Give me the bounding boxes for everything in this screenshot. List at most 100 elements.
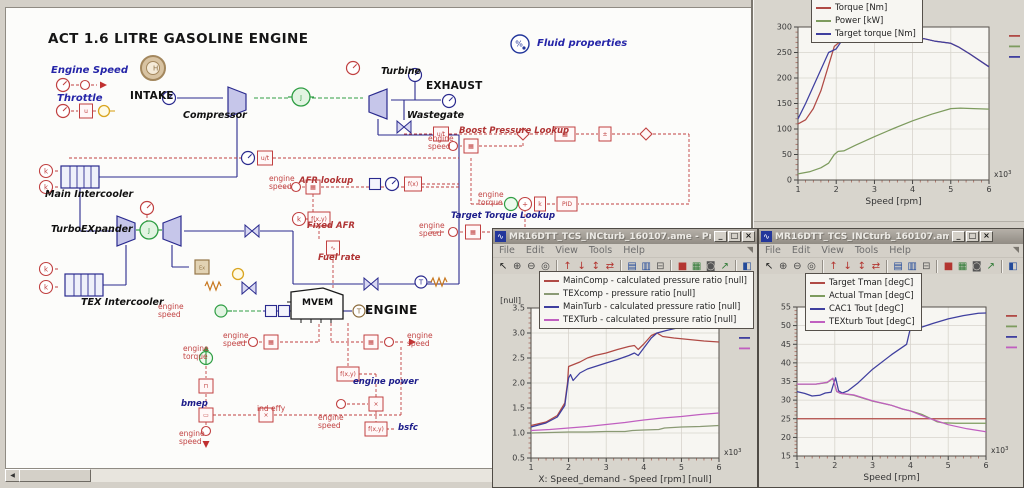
menu-item-view[interactable]: View — [555, 245, 578, 256]
comp-icon[interactable] — [162, 215, 182, 247]
gaugeR-icon[interactable] — [345, 60, 361, 76]
close-button[interactable]: × — [742, 231, 755, 242]
arrowR-icon[interactable] — [100, 81, 107, 89]
boxR-icon[interactable]: ▦ — [465, 224, 481, 240]
tcircle-icon[interactable]: T — [352, 304, 366, 318]
page-setup-icon[interactable]: ▤ — [627, 261, 637, 272]
zoom-fit-icon[interactable]: ◎ — [807, 261, 816, 272]
load-icon[interactable] — [214, 304, 232, 318]
valve-icon[interactable] — [241, 280, 257, 296]
boxR-icon[interactable]: × — [368, 396, 384, 412]
k-icon[interactable]: k — [38, 163, 54, 179]
swap-markers-icon[interactable]: ↕ — [591, 261, 600, 272]
dot-icon[interactable] — [383, 336, 395, 348]
minimize-button[interactable]: _ — [714, 231, 727, 242]
dot-icon[interactable] — [335, 398, 347, 410]
boxR-icon[interactable]: k — [534, 196, 546, 212]
close-button[interactable]: × — [980, 231, 993, 242]
boxB-icon[interactable] — [277, 304, 291, 318]
menu-item-tools[interactable]: Tools — [854, 245, 879, 256]
plot-red-icon[interactable]: ■ — [943, 261, 954, 272]
spring-icon[interactable] — [204, 280, 222, 292]
menu-item-view[interactable]: View — [821, 245, 844, 256]
export-curves-icon[interactable]: ↗ — [986, 261, 995, 272]
gaugeB-icon[interactable] — [240, 150, 256, 166]
dot-icon[interactable] — [200, 425, 212, 437]
gaugeB-icon[interactable] — [161, 90, 177, 106]
fluid-icon[interactable]: % — [510, 34, 530, 54]
boxR-icon[interactable]: u/t — [433, 126, 449, 142]
menu-item-tools[interactable]: Tools — [588, 245, 613, 256]
tcircle-icon[interactable]: T — [414, 275, 428, 289]
valve-icon[interactable] — [363, 276, 379, 292]
boxR-icon[interactable]: f(x,y) — [336, 366, 360, 382]
print-icon[interactable]: ⊟ — [656, 261, 665, 272]
boxB-icon[interactable] — [264, 304, 278, 318]
page-layout-icon[interactable]: ▥ — [907, 261, 917, 272]
motor-icon[interactable]: J — [288, 87, 314, 107]
add-marker-icon[interactable]: ↑ — [829, 261, 838, 272]
valve-icon[interactable] — [244, 223, 260, 239]
dot-icon[interactable] — [290, 181, 302, 193]
plot-red-icon[interactable]: ■ — [677, 261, 688, 272]
swap-markers-icon[interactable]: ↕ — [857, 261, 866, 272]
gtorque-icon[interactable] — [198, 346, 214, 366]
gaugeR-icon[interactable] — [55, 103, 71, 119]
move-marker-icon[interactable]: ⇄ — [605, 261, 615, 272]
zoom-out-icon[interactable]: ⊖ — [527, 261, 536, 272]
plot-manager-icon[interactable]: ▦ — [957, 261, 968, 272]
menu-item-file[interactable]: File — [765, 245, 781, 256]
snapshot-icon[interactable]: ◙ — [971, 261, 982, 272]
menu-item-file[interactable]: File — [499, 245, 515, 256]
ic-icon[interactable] — [64, 273, 104, 297]
zoom-out-icon[interactable]: ⊖ — [793, 261, 802, 272]
torque-power-chart[interactable]: 1 2 3 4 5 6 0 50 100 150 200 250 300 Speed [rpm] x103 — [754, 0, 1024, 221]
dot-icon[interactable] — [447, 226, 459, 238]
spring-icon[interactable] — [430, 276, 448, 288]
motor-icon[interactable]: J — [136, 220, 162, 240]
menu-item-help[interactable]: Help — [623, 245, 645, 256]
zoom-fit-icon[interactable]: ◎ — [541, 261, 550, 272]
gaugeB-icon[interactable] — [384, 176, 400, 192]
title-bar[interactable]: ∿ MR16DTT_TCS_INCturb_160107.ame - Press… — [493, 229, 757, 244]
dot-icon[interactable] — [247, 336, 259, 348]
yellow-icon[interactable] — [231, 267, 245, 281]
boxR-icon[interactable]: ⊓ — [198, 378, 214, 394]
page-setup-icon[interactable]: ▤ — [893, 261, 903, 272]
replay-icon[interactable]: ◧ — [742, 261, 752, 272]
gaugeB-icon[interactable] — [407, 67, 423, 83]
mvem-icon[interactable] — [287, 287, 344, 323]
boxR-icon[interactable]: f(x) — [404, 176, 422, 192]
dot-icon[interactable] — [79, 79, 91, 91]
arrowR-icon[interactable] — [409, 338, 416, 346]
zoom-box-icon[interactable]: ⊕ — [778, 261, 788, 272]
yellow-icon[interactable] — [97, 104, 111, 118]
print-icon[interactable]: ⊟ — [922, 261, 931, 272]
diamond-icon[interactable] — [639, 127, 653, 141]
boxR-icon[interactable]: ▦ — [263, 334, 279, 350]
menu-item-help[interactable]: Help — [889, 245, 911, 256]
gaugeB-icon[interactable] — [441, 93, 457, 109]
diamond-icon[interactable] — [516, 127, 530, 141]
boxR-icon[interactable]: PID — [556, 196, 578, 212]
snapshot-icon[interactable]: ◙ — [705, 261, 716, 272]
export-curves-icon[interactable]: ↗ — [720, 261, 729, 272]
k-icon[interactable]: k — [38, 179, 54, 195]
comp-icon[interactable] — [368, 88, 388, 120]
maximize-button[interactable]: □ — [728, 231, 741, 242]
minimize-button[interactable]: _ — [952, 231, 965, 242]
title-bar[interactable]: ∿ MR16DTT_TCS_INCturb_160107.ame - Temps… — [759, 229, 1023, 244]
comp-icon[interactable] — [116, 215, 136, 247]
select-cursor-icon[interactable]: ↖ — [764, 261, 774, 272]
boxR-icon[interactable]: u/t — [257, 150, 273, 166]
menu-item-edit[interactable]: Edit — [525, 245, 545, 256]
ic-icon[interactable] — [60, 165, 100, 189]
replay-icon[interactable]: ◧ — [1008, 261, 1018, 272]
arrowR-icon[interactable] — [202, 441, 210, 448]
valve-icon[interactable] — [396, 119, 412, 135]
hmark-icon[interactable]: H — [140, 55, 166, 81]
boxR-icon[interactable]: ▦ — [554, 126, 576, 142]
boxR-icon[interactable]: ▭ — [198, 407, 214, 423]
boxR-icon[interactable]: u — [79, 103, 93, 119]
